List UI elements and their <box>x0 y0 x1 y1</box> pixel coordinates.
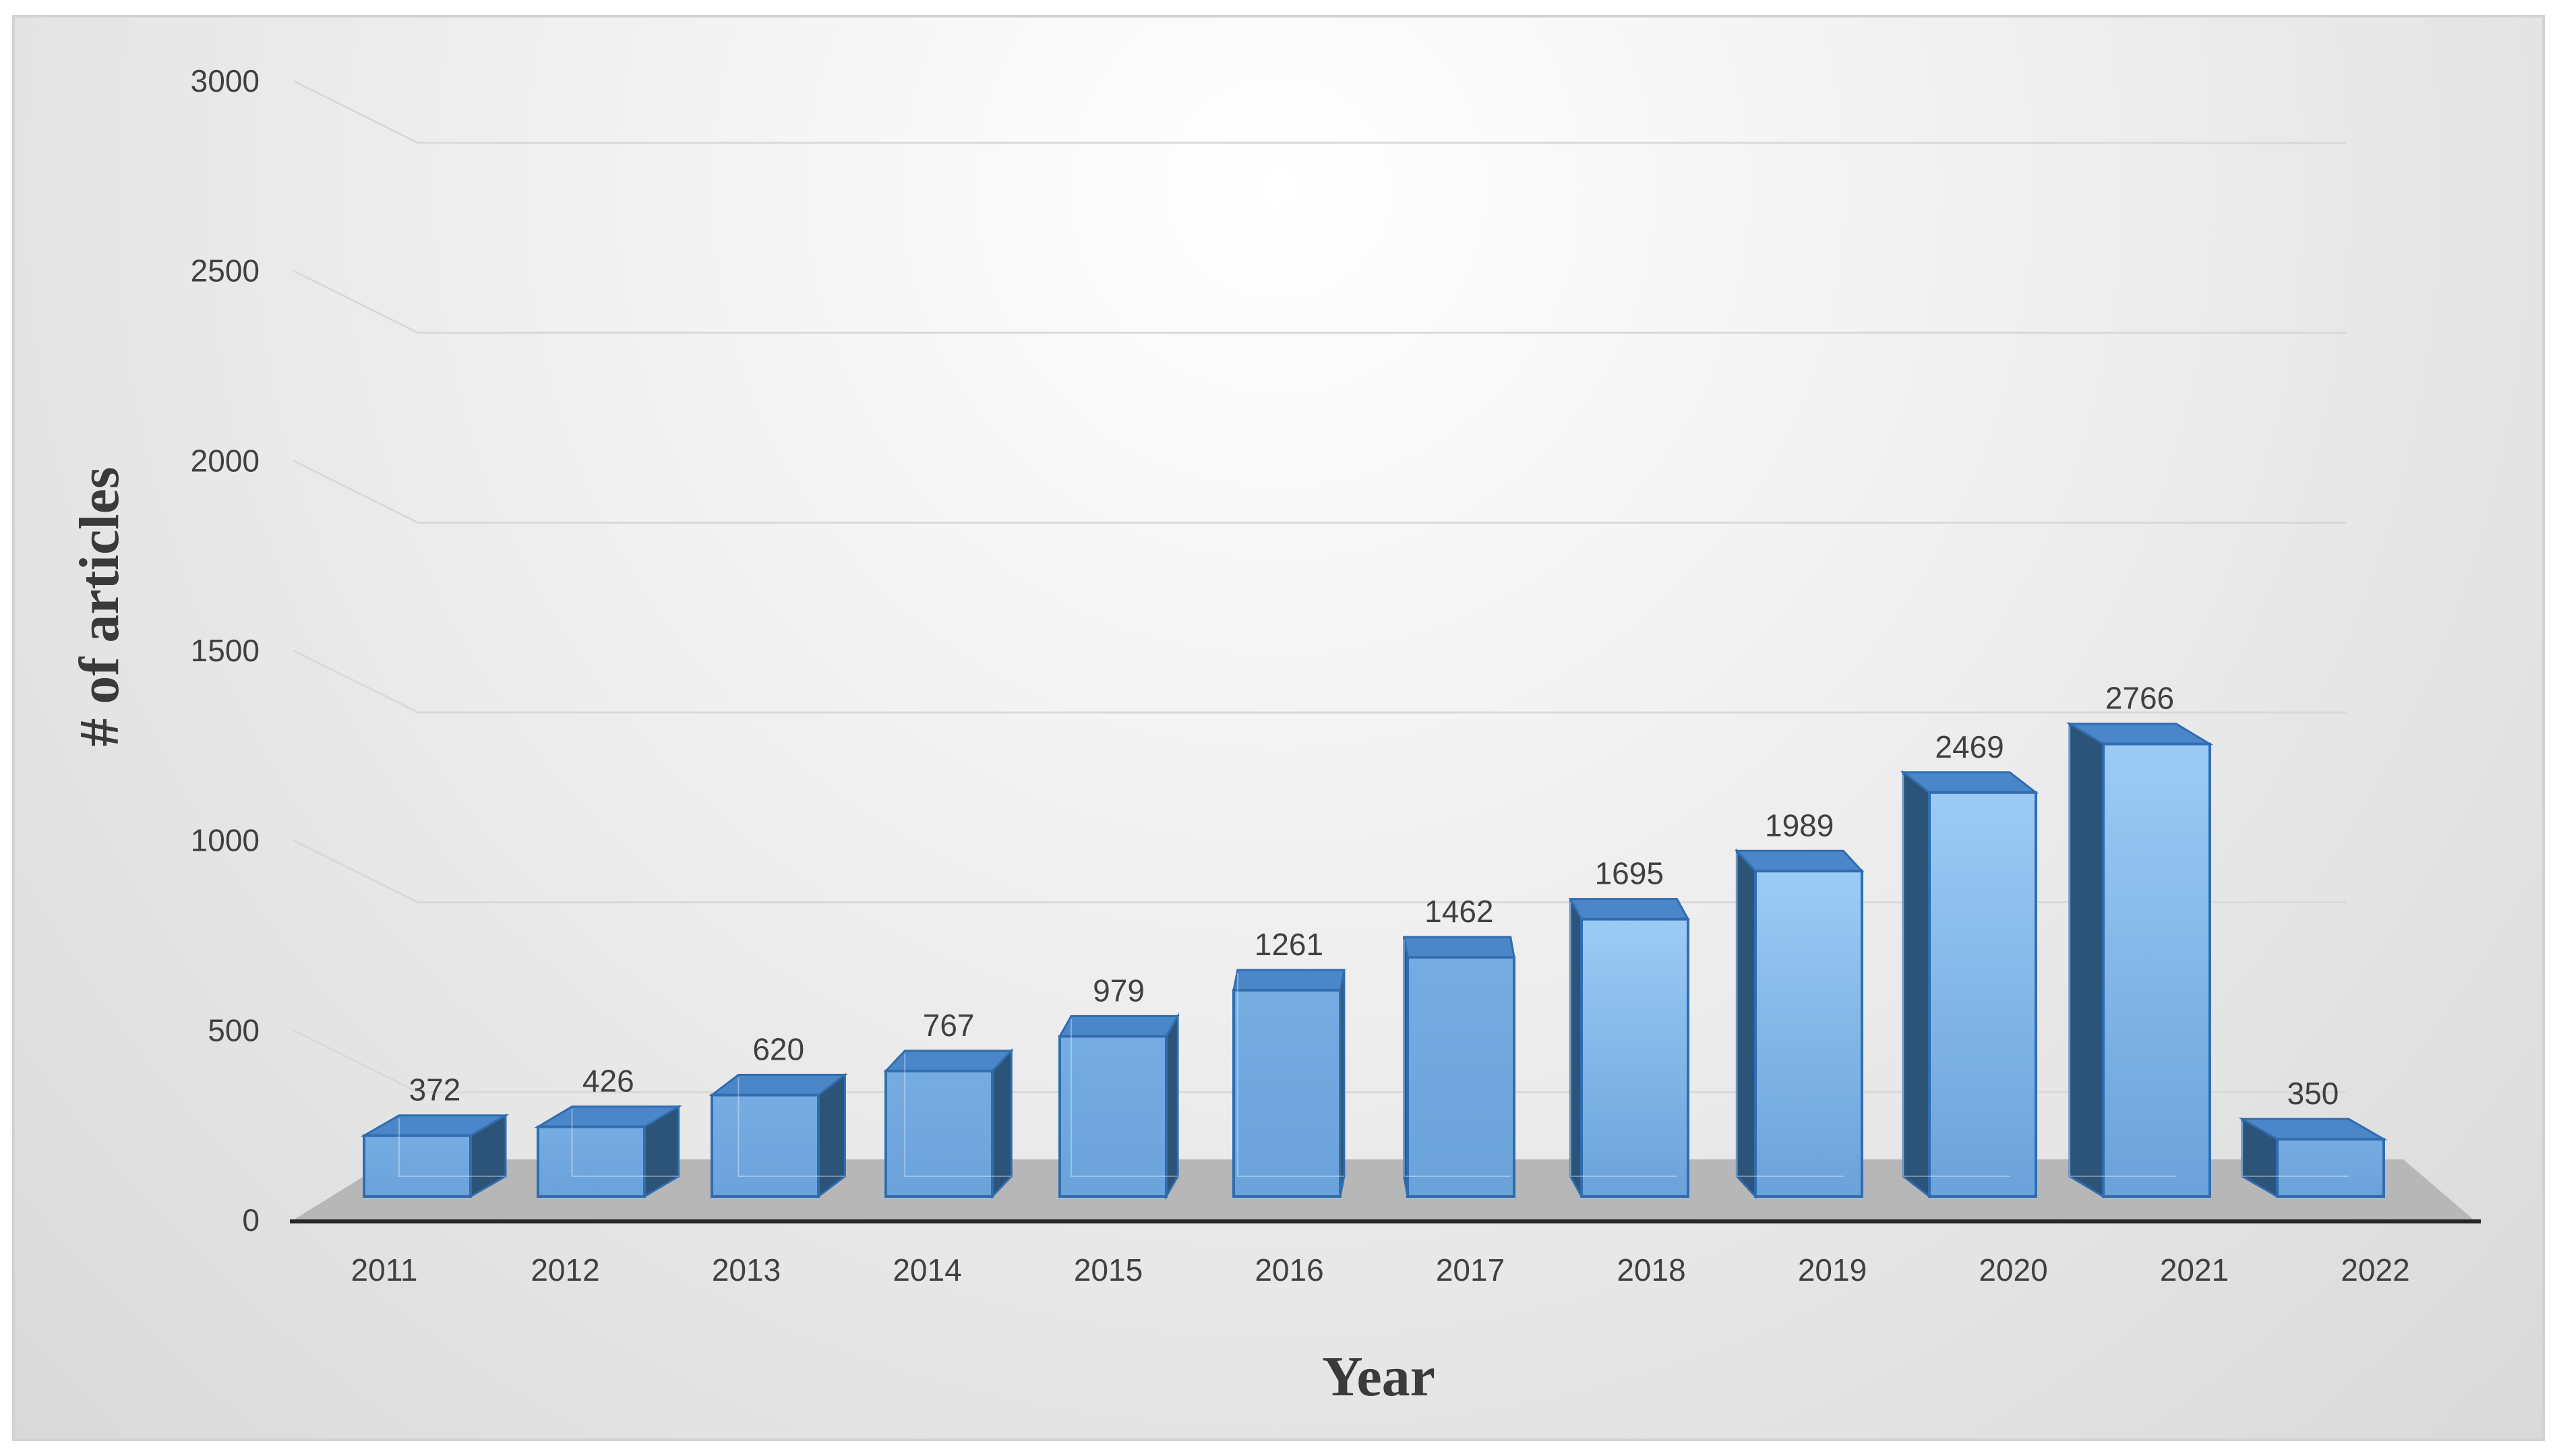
x-axis-ticks: 2011 2012 2013 2014 2015 2016 2017 2018 2019 2020… <box>351 1252 2410 1287</box>
bar-2018 <box>1568 898 1690 1199</box>
y-tick-label: 2500 <box>191 253 260 289</box>
bar-2017 <box>1402 936 1515 1198</box>
data-label: 979 <box>1093 973 1145 1008</box>
bar-2015 <box>1058 1012 1180 1201</box>
bar-inner-edge <box>738 1077 845 1177</box>
bar-front <box>1754 870 1863 1198</box>
bar-front <box>884 1069 994 1199</box>
bar-inner-edge <box>1902 775 2010 1177</box>
bar-2012 <box>534 1104 683 1199</box>
data-label: 1261 <box>1255 927 1323 962</box>
bar-front <box>363 1134 472 1198</box>
x-tick-label: 2020 <box>1979 1252 2047 1287</box>
data-label: 767 <box>923 1008 975 1043</box>
bar-top <box>1402 936 1515 959</box>
y-tick-label: 1000 <box>191 823 260 858</box>
bar-2020 <box>1900 770 2039 1199</box>
bar-2011 <box>360 1114 510 1199</box>
x-tick-label: 2012 <box>531 1252 599 1287</box>
y-tick-label: 500 <box>208 1012 260 1048</box>
x-tick-label: 2021 <box>2160 1252 2229 1287</box>
y-tick-label: 1500 <box>191 633 260 668</box>
gridline <box>293 839 2346 904</box>
bar-front <box>2102 742 2211 1198</box>
bar-inner-edge <box>1071 1019 1178 1177</box>
data-label: 372 <box>409 1072 461 1108</box>
y-tick-label: 2000 <box>191 443 260 478</box>
data-label: 620 <box>752 1032 804 1067</box>
data-label: 2469 <box>1935 729 2004 764</box>
y-axis-title: # of articles <box>68 466 131 746</box>
x-tick-label: 2022 <box>2341 1252 2409 1287</box>
data-label: 350 <box>2287 1076 2339 1111</box>
bar-front <box>1928 791 2037 1198</box>
data-label: 1462 <box>1424 894 1493 929</box>
bar-side <box>1902 770 1931 1199</box>
data-label: 1695 <box>1595 856 1664 891</box>
bar-2016 <box>1232 969 1346 1199</box>
gridline <box>293 1029 2346 1093</box>
bar-front <box>1580 917 1689 1199</box>
bar-front <box>711 1093 820 1198</box>
bar-inner-edge <box>571 1109 679 1177</box>
y-tick-label: 3000 <box>191 63 260 98</box>
x-tick-label: 2015 <box>1074 1252 1143 1287</box>
bar-inner-edge <box>398 1118 506 1177</box>
bar-inner-edge <box>2068 726 2176 1177</box>
bar-side <box>1569 898 1583 1197</box>
gridline <box>293 459 2346 524</box>
bar-side <box>1165 1012 1179 1201</box>
bar-top <box>1734 849 1865 872</box>
bar-top <box>1232 969 1346 992</box>
bar-front <box>537 1125 646 1198</box>
bar-inner-edge <box>1736 853 1844 1177</box>
x-tick-label: 2019 <box>1798 1252 1867 1287</box>
bar-top <box>1568 898 1690 921</box>
x-tick-label: 2014 <box>893 1252 961 1287</box>
bar-inner-edge <box>1569 901 1677 1177</box>
bar-front <box>1058 1035 1168 1199</box>
bar-inner-edge <box>1403 940 1511 1177</box>
data-label: 426 <box>582 1064 634 1099</box>
bar-2014 <box>883 1048 1014 1199</box>
gridlines <box>293 80 2346 1093</box>
bar-2021 <box>2066 722 2214 1199</box>
bar-inner-edge <box>904 1053 1012 1177</box>
y-tick-label: 0 <box>242 1203 260 1238</box>
bar-side <box>1735 848 1757 1199</box>
bars <box>360 722 2388 1201</box>
bar-2022 <box>2238 1117 2388 1199</box>
y-axis-ticks: 0 500 1000 1500 2000 2500 3000 <box>191 63 260 1238</box>
bar-top <box>1058 1014 1180 1037</box>
bar-front <box>1406 956 1515 1198</box>
gridline <box>293 80 2346 144</box>
bar-inner-edge <box>2242 1122 2349 1177</box>
bar-2019 <box>1734 848 1865 1199</box>
bar-front <box>1232 988 1342 1199</box>
x-axis-title: Year <box>1322 1345 1435 1408</box>
x-tick-label: 2011 <box>351 1252 418 1287</box>
gridline <box>293 649 2346 714</box>
bar-side <box>2068 722 2105 1199</box>
gridline <box>293 270 2346 334</box>
data-label: 2766 <box>2105 681 2174 716</box>
bar-front <box>2276 1138 2385 1199</box>
data-label: 1989 <box>1765 808 1834 843</box>
bar-inner-edge <box>1236 972 1344 1177</box>
x-tick-label: 2018 <box>1617 1252 1685 1287</box>
x-tick-label: 2013 <box>712 1252 781 1287</box>
x-tick-label: 2016 <box>1255 1252 1323 1287</box>
x-tick-label: 2017 <box>1436 1252 1505 1287</box>
bar-2013 <box>709 1072 848 1199</box>
data-labels: 372 426 620 767 979 1261 1462 1695 1989 2469 2766 3… <box>409 681 2339 1111</box>
bar-side <box>991 1048 1013 1199</box>
